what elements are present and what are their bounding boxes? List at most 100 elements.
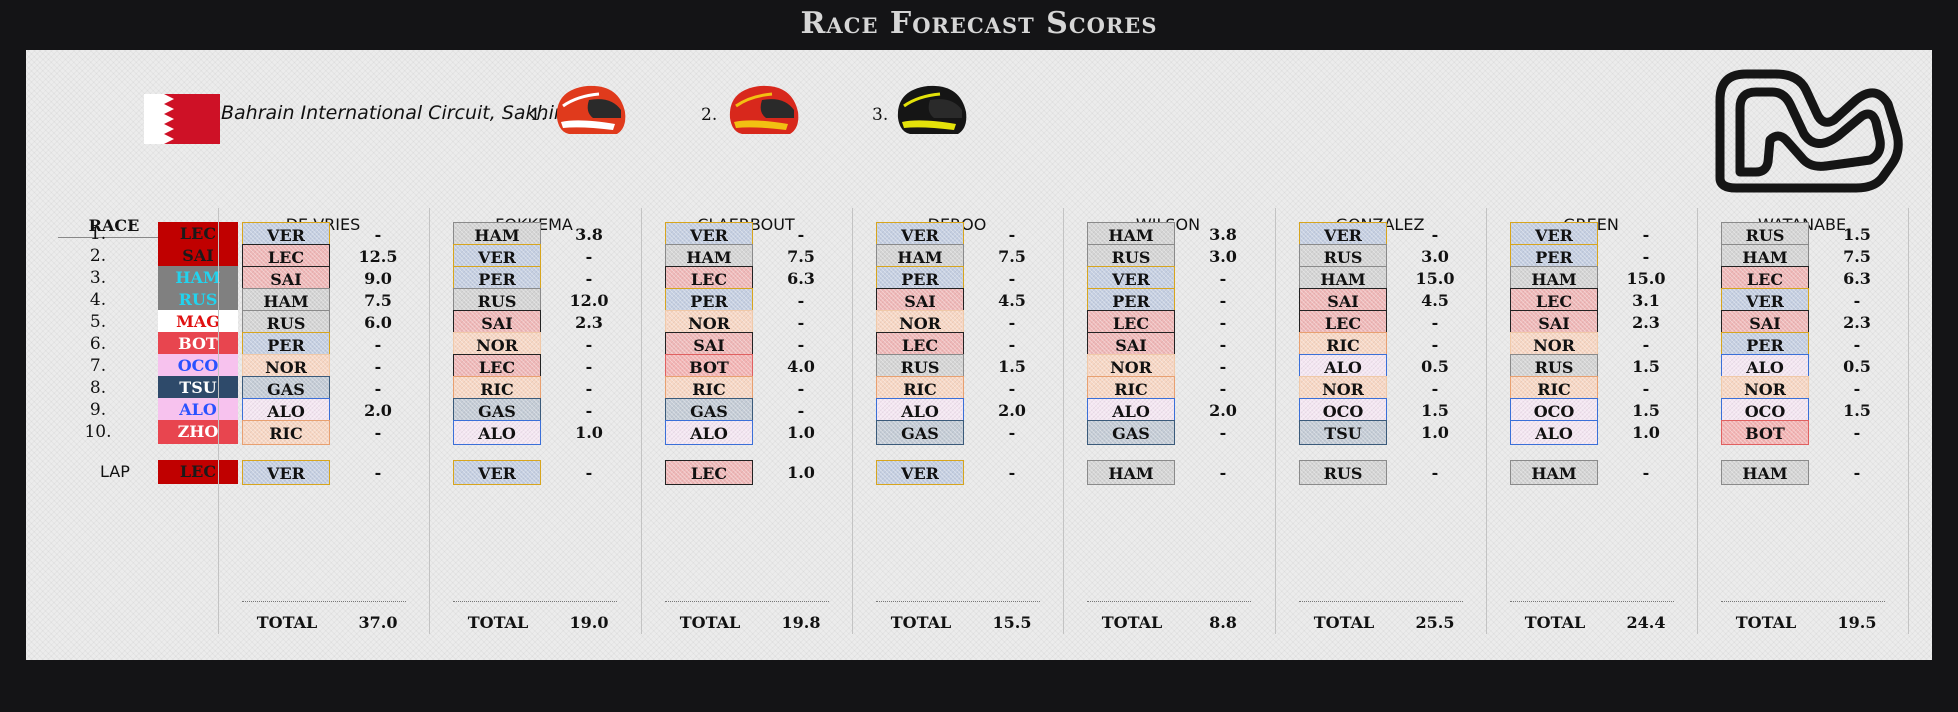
- total-label: TOTAL: [256, 613, 318, 632]
- driver-pick: ALO: [1721, 354, 1809, 379]
- pick-score: 1.0: [1421, 423, 1449, 442]
- pick-score: -: [1219, 291, 1227, 310]
- driver-pick: RUS: [453, 288, 541, 313]
- driver-pick: HAM: [1087, 222, 1175, 247]
- pick-score: -: [1008, 423, 1016, 442]
- pick-score: 1.5: [1843, 401, 1871, 420]
- driver-pick: SAI: [1299, 288, 1387, 313]
- pick-score: 3.8: [1209, 225, 1237, 244]
- driver-pick: ALO: [665, 420, 753, 445]
- driver-pick: ALO: [1299, 354, 1387, 379]
- pick-score: -: [797, 313, 805, 332]
- lap-pick: VER: [242, 460, 330, 485]
- driver-pick: VER: [665, 222, 753, 247]
- pick-score: -: [1431, 335, 1439, 354]
- pick-score: 9.0: [364, 269, 392, 288]
- pick-score: -: [585, 269, 593, 288]
- driver-pick: SAI: [1721, 310, 1809, 335]
- pick-score: 3.8: [575, 225, 603, 244]
- driver-pick: RIC: [242, 420, 330, 445]
- driver-pick: NOR: [453, 332, 541, 357]
- driver-pick: LEC: [1510, 288, 1598, 313]
- pick-score: -: [1853, 379, 1861, 398]
- race-driver-code: RUS: [158, 288, 238, 312]
- pick-score: 1.5: [1843, 225, 1871, 244]
- driver-pick: BOT: [1721, 420, 1809, 445]
- race-header: RACE: [58, 216, 170, 238]
- total-separator: [1510, 601, 1674, 602]
- total-score: 15.5: [992, 613, 1032, 632]
- driver-pick: BOT: [665, 354, 753, 379]
- driver-pick: LEC: [665, 266, 753, 291]
- race-position: 8.: [89, 378, 107, 398]
- race-driver-code: SAI: [158, 244, 238, 268]
- lap-score: -: [1219, 463, 1227, 482]
- pick-score: -: [1853, 335, 1861, 354]
- column-divider: [1063, 208, 1064, 634]
- race-driver-code: MAG: [158, 310, 238, 334]
- pick-score: 0.5: [1421, 357, 1449, 376]
- pick-score: -: [1853, 291, 1861, 310]
- pick-score: -: [1219, 269, 1227, 288]
- driver-pick: RUS: [1510, 354, 1598, 379]
- driver-pick: RIC: [1299, 332, 1387, 357]
- driver-pick: NOR: [1299, 376, 1387, 401]
- pick-score: 7.5: [1843, 247, 1871, 266]
- pick-score: 7.5: [787, 247, 815, 266]
- pick-score: -: [1219, 357, 1227, 376]
- driver-pick: NOR: [665, 310, 753, 335]
- driver-pick: PER: [876, 266, 964, 291]
- helmet-red-yellow-icon: [729, 85, 799, 134]
- race-position: 6.: [89, 334, 107, 354]
- driver-pick: PER: [242, 332, 330, 357]
- driver-pick: TSU: [1299, 420, 1387, 445]
- total-score: 8.8: [1209, 613, 1237, 632]
- driver-pick: RIC: [1087, 376, 1175, 401]
- total-separator: [665, 601, 829, 602]
- pick-score: 1.0: [575, 423, 603, 442]
- driver-pick: LEC: [876, 332, 964, 357]
- pick-score: -: [797, 225, 805, 244]
- race-driver-code: TSU: [158, 376, 238, 400]
- driver-pick: RIC: [876, 376, 964, 401]
- pick-score: 1.5: [1632, 357, 1660, 376]
- column-divider: [218, 208, 219, 634]
- podium-position-3: 3.: [872, 105, 889, 125]
- driver-pick: NOR: [242, 354, 330, 379]
- lap-driver-code: LEC: [158, 460, 238, 484]
- pick-score: -: [1008, 225, 1016, 244]
- circuit-name: Bahrain International Circuit, Sakhir: [221, 102, 562, 124]
- column-divider: [641, 208, 642, 634]
- column-divider: [1908, 208, 1909, 634]
- total-score: 19.5: [1837, 613, 1877, 632]
- pick-score: 2.0: [1209, 401, 1237, 420]
- race-position: 10.: [84, 422, 112, 442]
- pick-score: 12.5: [358, 247, 398, 266]
- podium-position-1: 1.: [530, 105, 547, 125]
- pick-score: -: [585, 247, 593, 266]
- column-divider: [429, 208, 430, 634]
- driver-pick: SAI: [876, 288, 964, 313]
- total-label: TOTAL: [1524, 613, 1586, 632]
- total-label: TOTAL: [1313, 613, 1375, 632]
- race-position: 5.: [89, 312, 107, 332]
- pick-score: -: [374, 423, 382, 442]
- lap-score: -: [1642, 463, 1650, 482]
- lap-pick: HAM: [1721, 460, 1809, 485]
- bahrain-track-map-icon: [1715, 69, 1903, 193]
- driver-pick: PER: [1087, 288, 1175, 313]
- pick-score: 4.0: [787, 357, 815, 376]
- pick-score: -: [1431, 313, 1439, 332]
- pick-score: 1.5: [1421, 401, 1449, 420]
- pick-score: -: [1008, 269, 1016, 288]
- driver-pick: RUS: [1721, 222, 1809, 247]
- total-separator: [1299, 601, 1463, 602]
- lap-pick: RUS: [1299, 460, 1387, 485]
- race-driver-code: BOT: [158, 332, 238, 356]
- pick-score: -: [1642, 225, 1650, 244]
- pick-score: 3.1: [1632, 291, 1660, 310]
- lap-pick: VER: [453, 460, 541, 485]
- pick-score: 4.5: [998, 291, 1026, 310]
- driver-pick: VER: [1721, 288, 1809, 313]
- pick-score: 12.0: [569, 291, 609, 310]
